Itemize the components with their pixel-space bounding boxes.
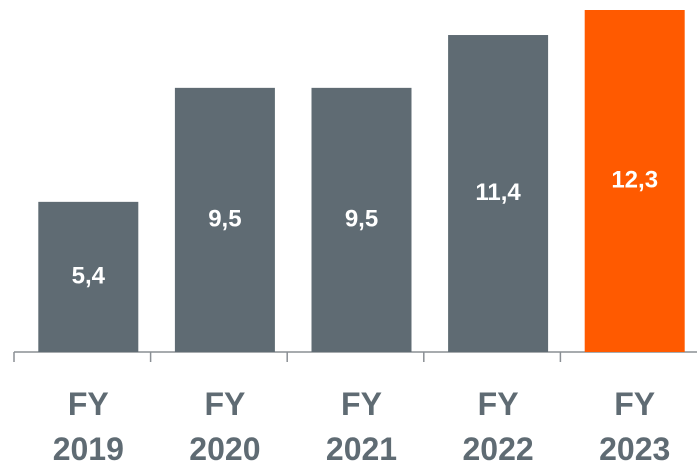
x-tick-label: FY 2021 [325, 386, 398, 467]
bar [311, 87, 412, 352]
value-label: 9,5 [345, 205, 378, 232]
value-label: 9,5 [208, 205, 241, 232]
bar [174, 87, 275, 352]
bar [448, 35, 549, 353]
x-tick-label: FY 2020 [189, 386, 261, 467]
bar [38, 201, 139, 352]
value-label: 11,4 [475, 179, 521, 206]
x-tick-label: FY 2022 [462, 386, 534, 467]
value-label: 12,3 [611, 166, 658, 193]
value-label: 5,4 [72, 262, 106, 289]
bar [584, 10, 685, 352]
x-tick-label: FY 2023 [599, 386, 671, 467]
x-tick-label: FY 2019 [52, 386, 124, 467]
